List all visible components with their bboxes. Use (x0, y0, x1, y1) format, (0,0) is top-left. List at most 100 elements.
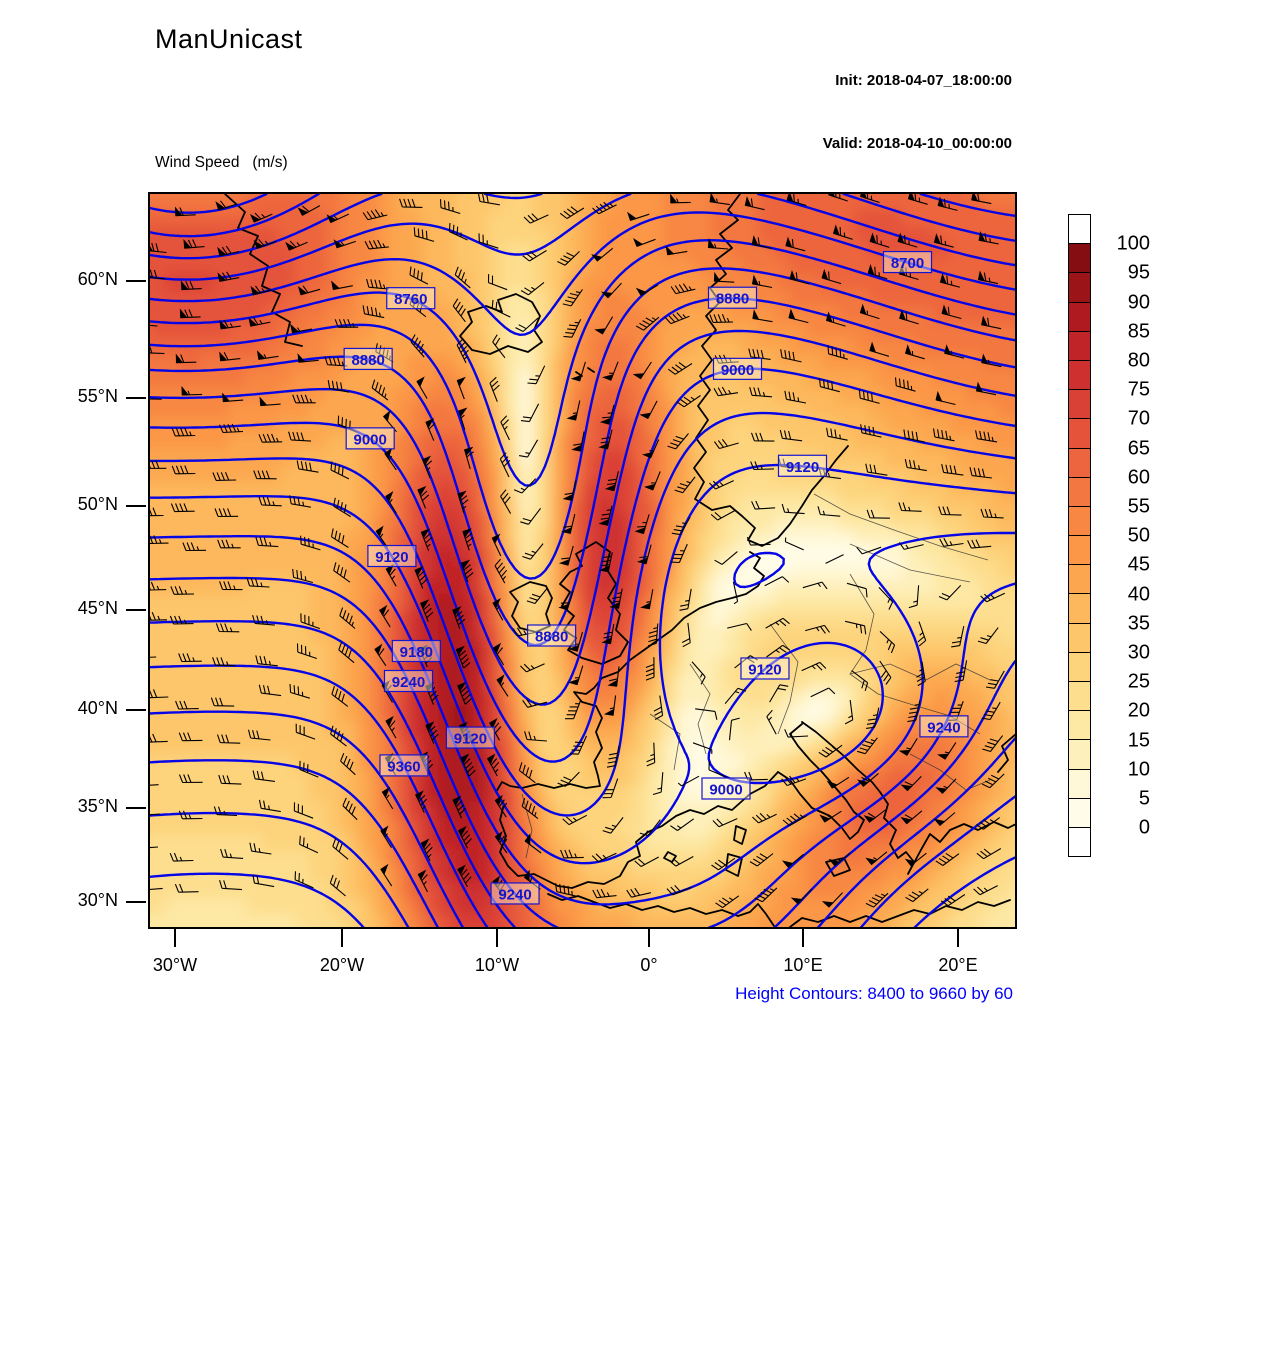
page-title: ManUnicast (155, 24, 303, 54)
colorbar-cell (1068, 797, 1091, 828)
colorbar-cell (1068, 505, 1091, 537)
contour-label: 9240 (383, 669, 434, 693)
contour-label: 8700 (882, 250, 933, 274)
colorbar-tick-label: 15 (1127, 729, 1150, 752)
init-time-label: Init: 2018-04-07_18:00:00 (835, 72, 1012, 89)
svg-text:9120: 9120 (454, 731, 487, 748)
colorbar-cell (1068, 272, 1091, 303)
lat-tick-label: 50°N (77, 494, 118, 514)
colorbar-cell (1068, 651, 1091, 682)
contour-range-caption: Height Contours: 8400 to 9660 by 60 (735, 984, 1013, 1003)
colorbar-tick-label: 95 (1127, 261, 1150, 284)
svg-text:9120: 9120 (748, 661, 781, 678)
colorbar-tick-label: 40 (1127, 583, 1150, 606)
contour-label: 9000 (712, 357, 763, 380)
lon-tick-label: 20°E (938, 955, 978, 975)
lat-tick-label: 55°N (77, 386, 118, 406)
colorbar-tick-label: 90 (1127, 291, 1150, 314)
weather-map-canvas: 8760 8880 9000 8880 8700 9000 9120 9120 9180 9240… (150, 194, 1015, 927)
contour-label: 9120 (777, 454, 828, 477)
svg-text:9000: 9000 (709, 782, 742, 799)
lon-tick-label: 10°E (783, 955, 823, 975)
lat-tick-mark (126, 901, 146, 903)
colorbar-cell (1068, 418, 1091, 449)
map-plot-area: 8760 8880 9000 8880 8700 9000 9120 9120 9180 9240… (148, 192, 1017, 929)
wind-barbs (150, 194, 1006, 909)
colorbar-tick-label: 35 (1127, 612, 1150, 635)
svg-text:9360: 9360 (387, 758, 420, 775)
colorbar-cell (1068, 535, 1091, 566)
lon-tick-mark (957, 927, 959, 947)
svg-text:8700: 8700 (891, 255, 924, 272)
svg-text:9240: 9240 (927, 719, 960, 736)
lon-tick-label: 0° (640, 955, 658, 975)
colorbar-tick-label: 25 (1127, 670, 1150, 693)
colorbar-cell (1068, 593, 1091, 624)
svg-text:9000: 9000 (721, 362, 754, 379)
height-contours (150, 194, 1015, 927)
colorbar-tick-label: 55 (1127, 495, 1150, 518)
lat-tick-label: 45°N (77, 598, 118, 618)
svg-text:9120: 9120 (375, 549, 408, 566)
colorbar-cell (1068, 739, 1091, 770)
colorbar (1068, 214, 1091, 858)
contour-label: 9180 (391, 639, 441, 663)
colorbar-cell (1068, 622, 1091, 653)
colorbar-cell (1068, 768, 1091, 799)
colorbar-cell (1068, 359, 1091, 391)
colorbar-tick-label: 65 (1127, 437, 1150, 460)
lon-tick-label: 10°W (474, 955, 520, 975)
colorbar-tick-label: 75 (1127, 378, 1150, 401)
colorbar-cell (1068, 476, 1091, 507)
contour-labels: 8760 8880 9000 8880 8700 9000 9120 9120 9180 9240… (343, 250, 969, 905)
lat-tick-label: 40°N (77, 698, 118, 718)
contour-label: 9240 (919, 715, 969, 738)
lon-tick-label: 20°W (319, 955, 365, 975)
colorbar-tick-label: 30 (1127, 641, 1150, 664)
colorbar-cell (1068, 330, 1091, 361)
contour-label: 9120 (445, 726, 496, 749)
lat-tick-mark (126, 609, 146, 611)
lat-tick-mark (126, 807, 146, 809)
colorbar-cell (1068, 243, 1091, 274)
colorbar-tick-label: 45 (1127, 553, 1150, 576)
legend-line-windspeed: Wind Speed (m/s) (155, 154, 288, 171)
svg-text:9240: 9240 (392, 674, 425, 691)
contour-label: 8880 (527, 624, 577, 647)
lat-tick-label: 60°N (77, 269, 118, 289)
svg-text:9000: 9000 (354, 431, 387, 448)
colorbar-tick-label: 10 (1127, 758, 1150, 781)
lat-tick-label: 35°N (77, 796, 118, 816)
colorbar-tick-label: 100 (1116, 232, 1150, 255)
colorbar-tick-label: 80 (1127, 349, 1150, 372)
colorbar-cell (1068, 447, 1091, 478)
colorbar-tick-label: 0 (1138, 816, 1150, 839)
contour-label: 9000 (701, 777, 751, 800)
colorbar-cell (1068, 710, 1091, 741)
lat-tick-mark (126, 397, 146, 399)
svg-text:8760: 8760 (394, 291, 427, 308)
contour-label: 9120 (740, 657, 790, 680)
colorbar-tick-label: 5 (1138, 787, 1150, 810)
svg-text:8880: 8880 (351, 352, 384, 369)
colorbar-tick-label: 50 (1127, 524, 1150, 547)
svg-text:9180: 9180 (400, 644, 433, 661)
lat-tick-mark (126, 280, 146, 282)
colorbar-cell (1068, 826, 1091, 858)
lon-tick-mark (648, 927, 650, 947)
colorbar-tick-label: 85 (1127, 320, 1150, 343)
contour-label: 9240 (490, 882, 540, 905)
lat-tick-mark (126, 505, 146, 507)
svg-text:9240: 9240 (498, 886, 531, 903)
valid-time-label: Valid: 2018-04-10_00:00:00 (822, 135, 1012, 152)
lon-tick-label: 30°W (152, 955, 198, 975)
contour-label: 9360 (379, 754, 429, 777)
svg-text:8880: 8880 (716, 291, 749, 308)
colorbar-cell (1068, 214, 1091, 245)
colorbar-cell (1068, 564, 1091, 595)
lon-tick-mark (496, 927, 498, 947)
contour-label: 9120 (367, 544, 417, 568)
colorbar-tick-label: 70 (1127, 407, 1150, 430)
contour-label: 8760 (386, 287, 436, 310)
